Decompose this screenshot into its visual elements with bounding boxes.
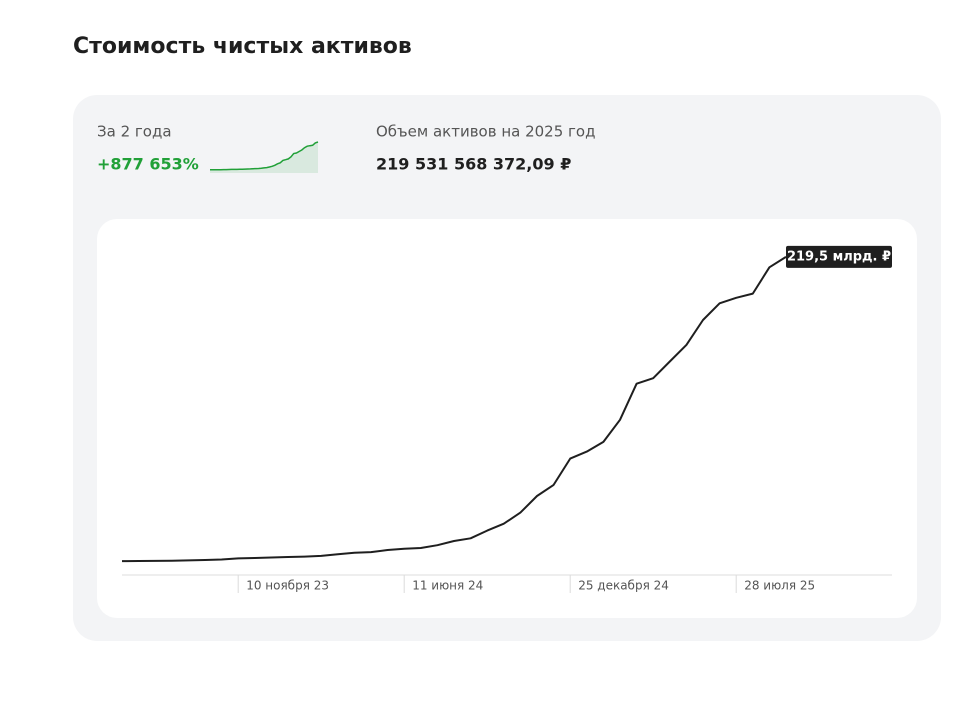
x-tick-label: 11 июня 24 xyxy=(412,579,483,593)
assets-label: Объем активов на 2025 год xyxy=(376,123,595,141)
growth: +877 653% xyxy=(97,155,199,174)
x-tick-label: 28 июля 25 xyxy=(744,579,815,593)
end-label-box xyxy=(786,245,892,268)
sparkline-area xyxy=(210,142,318,173)
assets-value: 219 531 568 372,09 ₽ xyxy=(376,155,571,174)
line xyxy=(121,256,787,563)
title: Стоимость чистых активов xyxy=(73,34,412,59)
sparkline xyxy=(210,141,319,171)
period-label: За 2 года xyxy=(97,123,172,141)
end-label: 219,5 млрд. ₽ xyxy=(787,249,891,264)
x-tick-label: 25 декабря 24 xyxy=(578,579,669,593)
chart-card xyxy=(97,219,917,618)
x-tick-label: 10 ноября 23 xyxy=(246,579,329,593)
